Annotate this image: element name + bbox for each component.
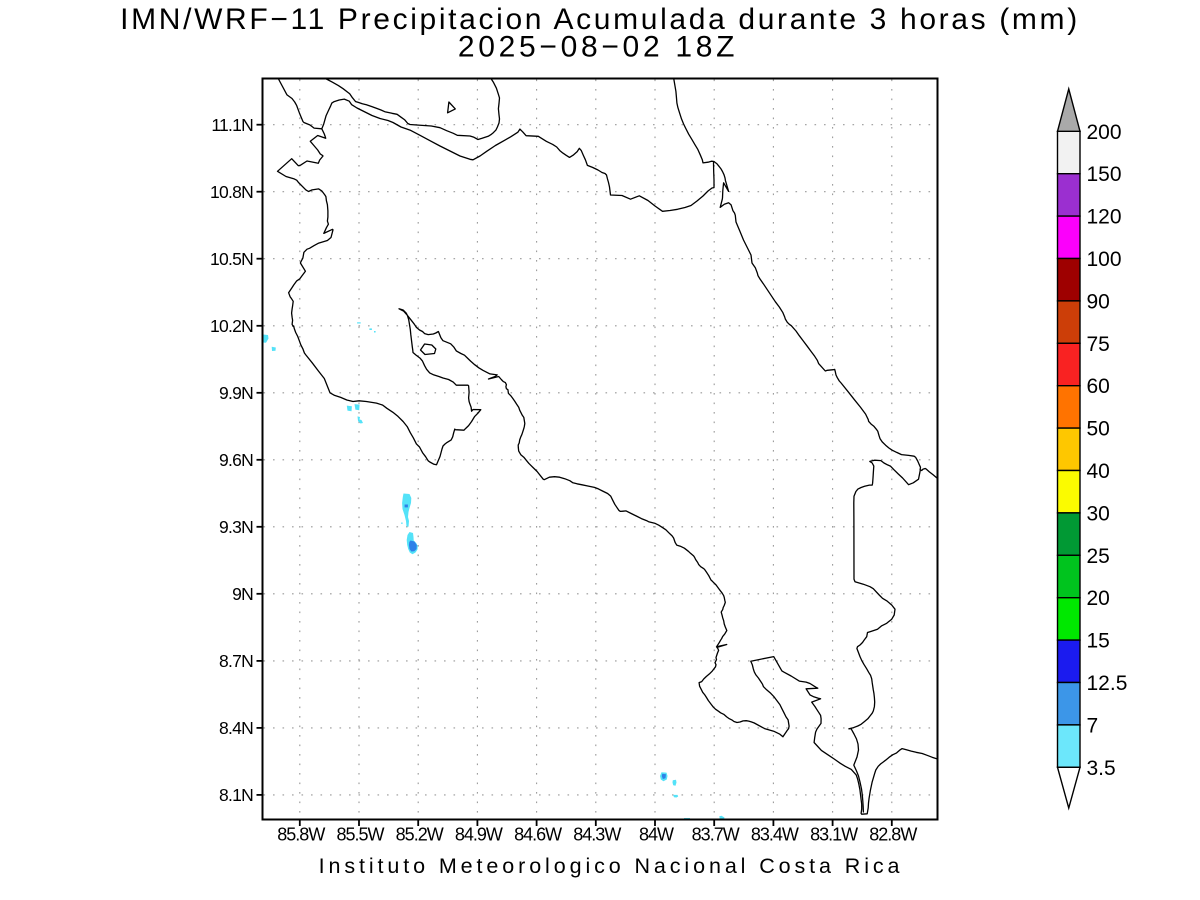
svg-text:10.2N: 10.2N xyxy=(210,316,253,336)
svg-text:84.9W: 84.9W xyxy=(455,825,503,845)
svg-text:12.5: 12.5 xyxy=(1087,672,1128,695)
svg-text:9.6N: 9.6N xyxy=(219,450,253,470)
svg-text:84.6W: 84.6W xyxy=(514,825,562,845)
svg-text:10.8N: 10.8N xyxy=(210,182,253,202)
svg-text:9.9N: 9.9N xyxy=(219,383,253,403)
svg-text:85.8W: 85.8W xyxy=(277,825,325,845)
svg-text:40: 40 xyxy=(1087,460,1110,483)
svg-text:Instituto Meteorologico Nacion: Instituto Meteorologico Nacional Costa R… xyxy=(319,854,904,878)
svg-text:8.4N: 8.4N xyxy=(219,718,253,738)
svg-text:83.4W: 83.4W xyxy=(751,825,799,845)
svg-text:30: 30 xyxy=(1087,502,1110,525)
svg-text:9.3N: 9.3N xyxy=(219,517,253,537)
svg-text:150: 150 xyxy=(1087,163,1122,186)
svg-text:90: 90 xyxy=(1087,290,1110,313)
svg-text:2025−08−02 18Z: 2025−08−02 18Z xyxy=(458,31,738,64)
svg-text:8.7N: 8.7N xyxy=(219,651,253,671)
svg-text:84W: 84W xyxy=(639,825,674,845)
svg-text:25: 25 xyxy=(1087,545,1110,568)
svg-text:75: 75 xyxy=(1087,333,1110,356)
svg-text:100: 100 xyxy=(1087,248,1122,271)
svg-text:3.5: 3.5 xyxy=(1087,757,1116,780)
svg-text:10.5N: 10.5N xyxy=(210,249,253,269)
svg-text:9N: 9N xyxy=(232,584,253,604)
svg-text:50: 50 xyxy=(1087,418,1110,441)
svg-text:83.1W: 83.1W xyxy=(810,825,858,845)
svg-text:7: 7 xyxy=(1087,714,1099,737)
svg-text:85.5W: 85.5W xyxy=(336,825,384,845)
svg-text:200: 200 xyxy=(1087,121,1122,144)
svg-text:20: 20 xyxy=(1087,587,1110,610)
svg-text:8.1N: 8.1N xyxy=(219,785,253,805)
svg-text:82.8W: 82.8W xyxy=(869,825,917,845)
svg-text:84.3W: 84.3W xyxy=(573,825,621,845)
svg-text:60: 60 xyxy=(1087,375,1110,398)
svg-text:83.7W: 83.7W xyxy=(692,825,740,845)
svg-text:IMN/WRF−11 Precipitacion Acumu: IMN/WRF−11 Precipitacion Acumulada duran… xyxy=(120,3,1080,36)
svg-text:120: 120 xyxy=(1087,206,1122,229)
svg-text:11.1N: 11.1N xyxy=(211,115,253,135)
svg-text:15: 15 xyxy=(1087,630,1110,653)
svg-text:85.2W: 85.2W xyxy=(396,825,444,845)
